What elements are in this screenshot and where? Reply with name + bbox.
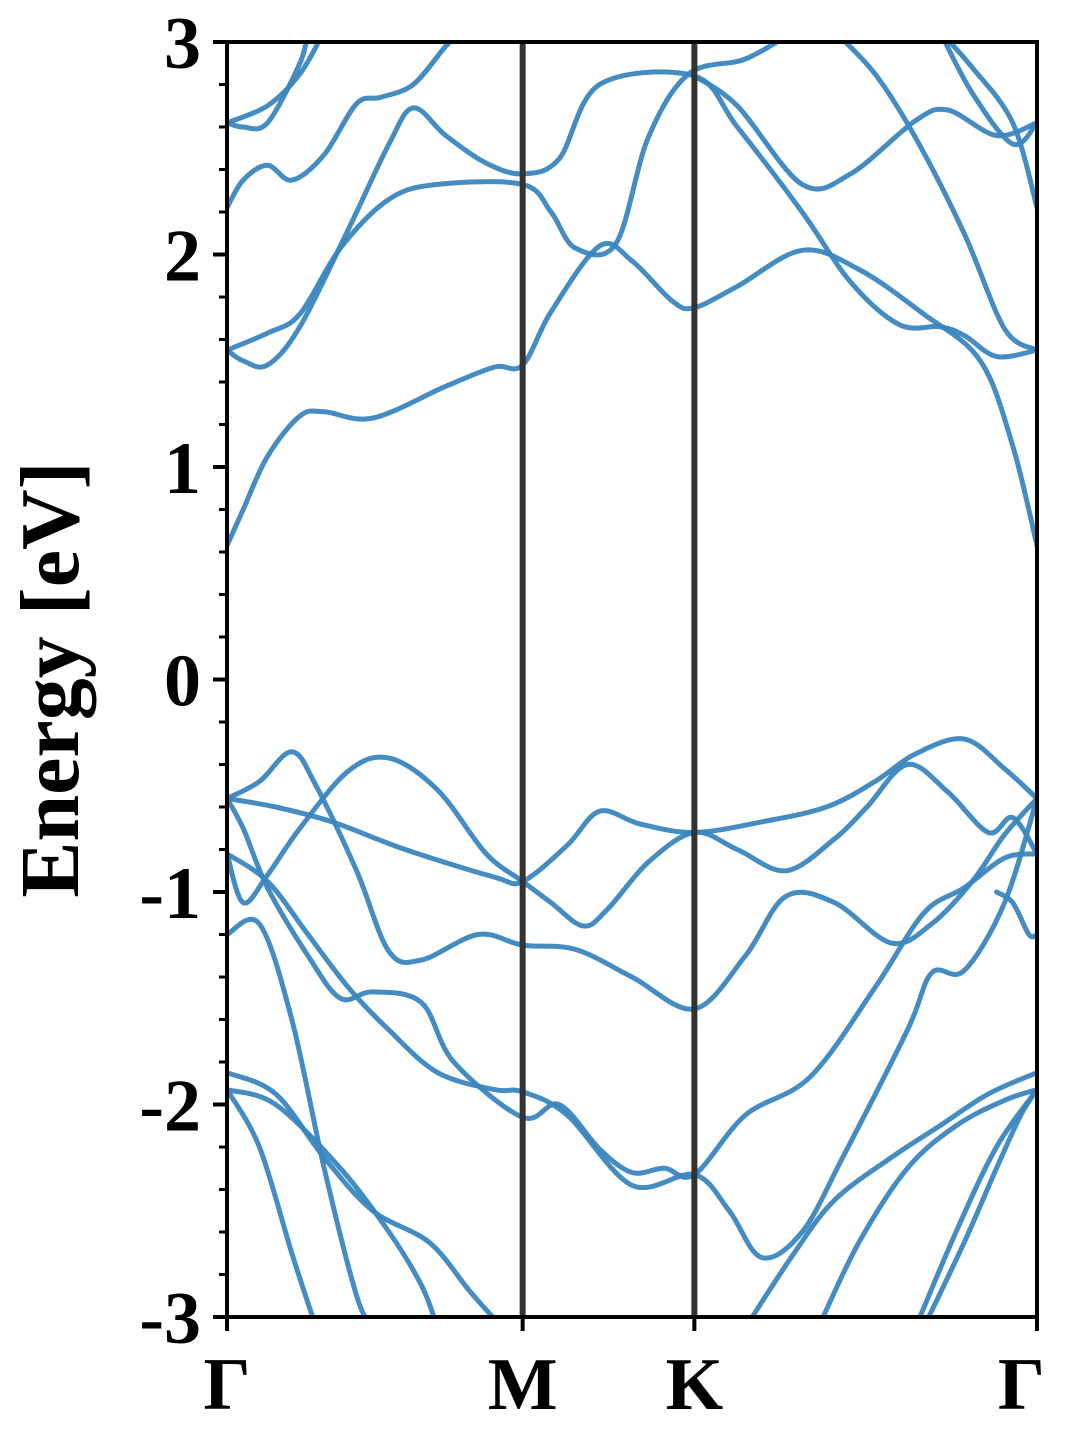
y-tick-label: -2	[139, 1066, 201, 1148]
y-tick-label: -3	[139, 1278, 201, 1360]
band-line-6	[227, 42, 309, 132]
kpoint-label-1: Γ	[203, 1344, 250, 1426]
band-line-13	[227, 754, 1037, 929]
band-line-14	[227, 796, 1037, 1180]
band-line-8	[841, 42, 1037, 353]
y-axis-label: Energy [eV]	[4, 461, 97, 897]
band-line-24	[994, 889, 1037, 940]
kpoint-label-3: K	[666, 1344, 724, 1426]
y-tick-label: -1	[139, 853, 201, 935]
bands-layer	[227, 42, 1037, 1317]
band-line-1	[227, 240, 1037, 549]
kpoint-label-2: M	[488, 1344, 558, 1426]
band-line-12	[227, 736, 1037, 887]
kpoint-dividers	[519, 42, 698, 1317]
band-line-16	[227, 916, 369, 1317]
band-line-18	[227, 1087, 437, 1317]
y-ticks: 3 2 1 0 -1 -2 -3	[139, 3, 227, 1360]
band-line-20	[749, 1070, 1037, 1317]
kpoint-label-4: Γ	[998, 1344, 1045, 1426]
band-line-15	[227, 796, 1037, 1261]
band-line-22	[917, 1087, 1037, 1317]
band-line-3	[227, 42, 782, 353]
y-tick-label: 3	[164, 3, 201, 85]
band-line-23	[925, 1087, 1037, 1317]
band-line-9	[942, 42, 1037, 148]
band-line-21	[820, 1087, 1037, 1317]
band-line-19	[227, 1087, 316, 1317]
band-line-4	[227, 42, 454, 211]
band-line-7	[691, 73, 1037, 192]
y-tick-label: 1	[164, 428, 201, 510]
band-line-10	[946, 42, 1037, 211]
band-line-2	[227, 69, 1037, 370]
y-tick-label: 0	[164, 641, 201, 723]
y-tick-label: 2	[164, 216, 201, 298]
